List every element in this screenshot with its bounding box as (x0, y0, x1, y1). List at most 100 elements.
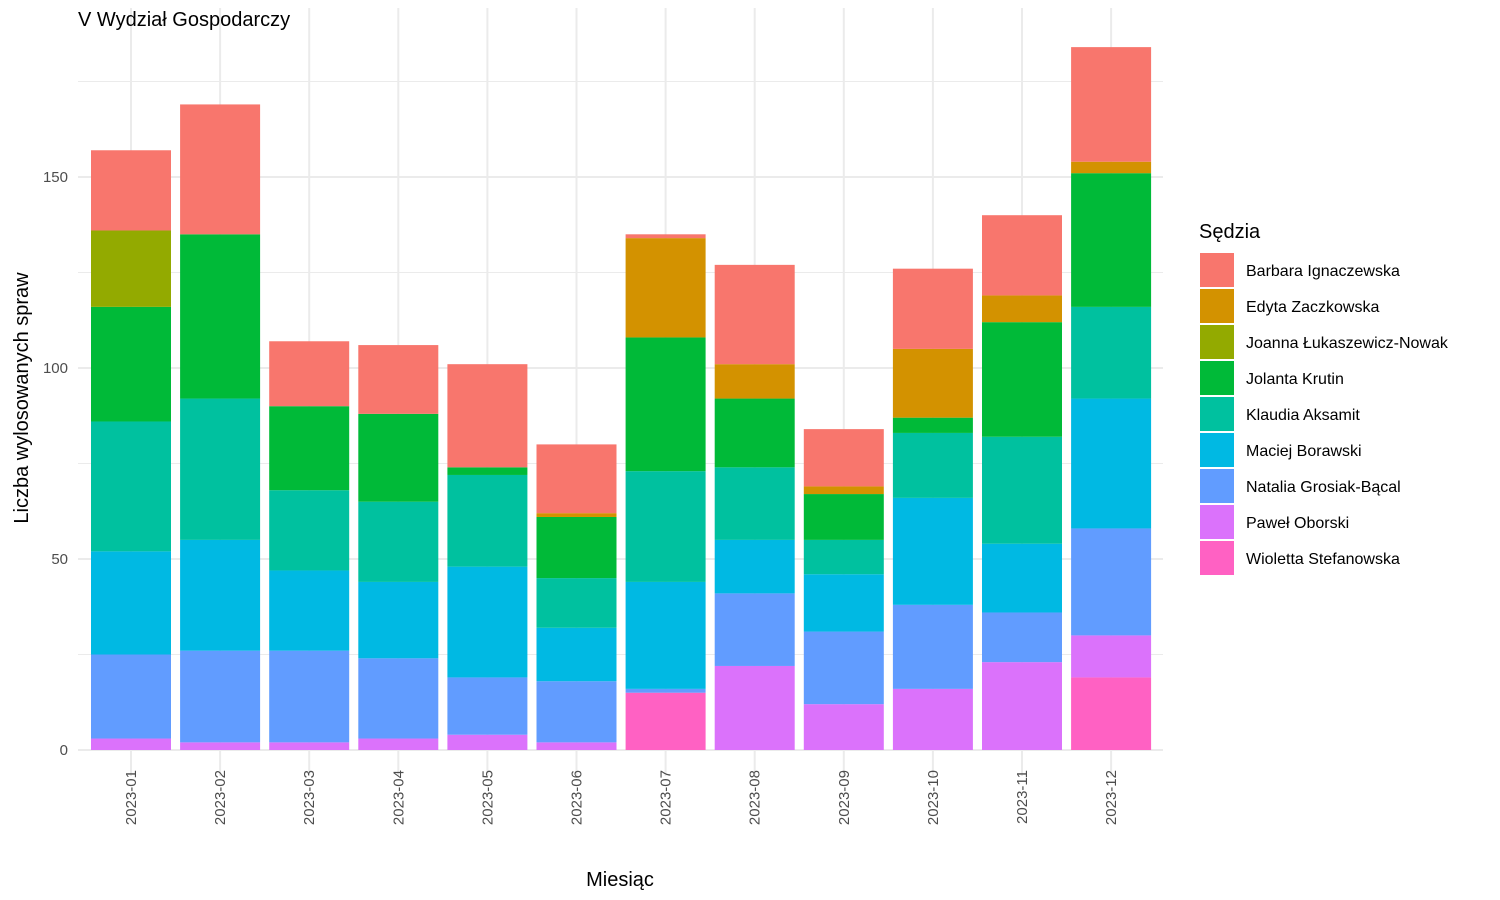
bar-segment-2023-06-barbara-ignaczewska (536, 444, 617, 514)
bar-segment-2023-08-edyta-zaczkowska (714, 364, 795, 399)
y-tick-label: 50 (51, 551, 68, 568)
bar-segment-2023-01-pawel-oborski (91, 738, 171, 750)
bar-segment-2023-07-edyta-zaczkowska (625, 238, 706, 338)
bar-segment-2023-11-natalia-grosiak-bacal (982, 612, 1062, 663)
legend-key-edyta-zaczkowska (1200, 289, 1234, 323)
x-tick-label: 2023-12 (1103, 770, 1120, 825)
bar-segment-2023-01-maciej-borawski (91, 551, 171, 655)
bar-segment-2023-03-maciej-borawski (269, 570, 350, 651)
bar-segment-2023-03-barbara-ignaczewska (269, 341, 350, 407)
bar-segment-2023-03-klaudia-aksamit (269, 490, 350, 571)
bar-segment-2023-12-natalia-grosiak-bacal (1071, 528, 1152, 636)
y-tick-label: 0 (60, 742, 68, 759)
bar-segment-2023-07-barbara-ignaczewska (625, 234, 706, 239)
x-axis-title: Miesiąc (586, 869, 654, 891)
legend-key-joanna-lukaszewicz-nowak (1200, 325, 1234, 359)
bar-segment-2023-01-joanna-lukaszewicz-nowak (91, 230, 171, 307)
bar-segment-2023-10-natalia-grosiak-bacal (892, 604, 973, 689)
bar-segment-2023-02-maciej-borawski (180, 539, 261, 651)
bar-segment-2023-07-jolanta-krutin (625, 337, 706, 472)
x-tick-label: 2023-11 (1014, 770, 1031, 824)
y-tick-label: 100 (43, 360, 68, 377)
bar-segment-2023-06-edyta-zaczkowska (536, 513, 617, 517)
bar-segment-2023-01-natalia-grosiak-bacal (91, 654, 171, 739)
x-tick-label: 2023-03 (301, 770, 318, 825)
bar-segment-2023-03-jolanta-krutin (269, 406, 350, 491)
bar-segment-2023-04-barbara-ignaczewska (358, 345, 439, 414)
bar-segment-2023-09-natalia-grosiak-bacal (803, 631, 884, 705)
bar-segment-2023-11-maciej-borawski (982, 543, 1062, 613)
bar-segment-2023-02-barbara-ignaczewska (180, 104, 261, 235)
bar-segment-2023-09-barbara-ignaczewska (803, 429, 884, 487)
bar-segment-2023-09-maciej-borawski (803, 574, 884, 632)
bar-segment-2023-09-pawel-oborski (803, 704, 884, 750)
bar-segment-2023-05-maciej-borawski (447, 566, 528, 678)
bar-segment-2023-12-pawel-oborski (1071, 635, 1152, 678)
bar-segment-2023-11-jolanta-krutin (982, 322, 1062, 437)
bar-segment-2023-12-barbara-ignaczewska (1071, 47, 1152, 162)
legend-key-maciej-borawski (1200, 433, 1234, 467)
bar-segment-2023-06-natalia-grosiak-bacal (536, 681, 617, 743)
x-tick-label: 2023-04 (390, 770, 407, 825)
bar-segment-2023-08-natalia-grosiak-bacal (714, 593, 795, 666)
bar-segment-2023-04-pawel-oborski (358, 738, 439, 750)
legend-label-barbara-ignaczewska: Barbara Ignaczewska (1246, 263, 1400, 280)
legend-label-joanna-lukaszewicz-nowak: Joanna Łukaszewicz-Nowak (1246, 335, 1449, 352)
bar-segment-2023-10-klaudia-aksamit (892, 432, 973, 498)
bar-segment-2023-10-edyta-zaczkowska (892, 348, 973, 418)
bar-segment-2023-01-barbara-ignaczewska (91, 150, 171, 231)
bar-segment-2023-03-pawel-oborski (269, 742, 350, 750)
bar-segment-2023-04-natalia-grosiak-bacal (358, 658, 439, 739)
bar-segment-2023-06-klaudia-aksamit (536, 578, 617, 628)
legend-label-jolanta-krutin: Jolanta Krutin (1246, 371, 1344, 388)
bar-segment-2023-05-natalia-grosiak-bacal (447, 677, 528, 735)
bars (91, 47, 1152, 750)
bar-segment-2023-11-pawel-oborski (982, 662, 1062, 750)
bar-segment-2023-04-klaudia-aksamit (358, 501, 439, 582)
legend-label-klaudia-aksamit: Klaudia Aksamit (1246, 407, 1360, 424)
bar-segment-2023-12-wioletta-stefanowska (1071, 677, 1152, 750)
chart-title: V Wydział Gospodarczy (78, 9, 290, 31)
legend-label-natalia-grosiak-bacal: Natalia Grosiak-Bącal (1246, 479, 1401, 496)
legend-key-barbara-ignaczewska (1200, 253, 1234, 287)
x-tick-label: 2023-08 (747, 770, 764, 825)
legend-key-klaudia-aksamit (1200, 397, 1234, 431)
x-tick-label: 2023-10 (925, 770, 942, 825)
bar-segment-2023-09-jolanta-krutin (803, 494, 884, 540)
bar-segment-2023-06-maciej-borawski (536, 627, 617, 682)
x-tick-label: 2023-09 (836, 770, 853, 825)
bar-segment-2023-12-jolanta-krutin (1071, 173, 1152, 307)
y-axis-title: Liczba wylosowanych spraw (11, 272, 33, 524)
bar-segment-2023-07-klaudia-aksamit (625, 471, 706, 582)
bar-segment-2023-10-maciej-borawski (892, 497, 973, 605)
legend-key-pawel-oborski (1200, 505, 1234, 539)
bar-segment-2023-04-jolanta-krutin (358, 413, 439, 502)
bar-segment-2023-08-barbara-ignaczewska (714, 264, 795, 365)
x-tick-label: 2023-06 (569, 770, 586, 825)
bar-segment-2023-10-pawel-oborski (892, 688, 973, 750)
legend-label-maciej-borawski: Maciej Borawski (1246, 443, 1362, 460)
bar-segment-2023-06-jolanta-krutin (536, 516, 617, 579)
bar-segment-2023-08-maciej-borawski (714, 539, 795, 594)
legend-key-jolanta-krutin (1200, 361, 1234, 395)
bar-segment-2023-07-natalia-grosiak-bacal (625, 688, 706, 693)
bar-segment-2023-07-wioletta-stefanowska (625, 692, 706, 750)
legend-label-wioletta-stefanowska: Wioletta Stefanowska (1246, 551, 1400, 568)
bar-segment-2023-10-barbara-ignaczewska (892, 268, 973, 349)
bar-segment-2023-08-pawel-oborski (714, 665, 795, 750)
bar-segment-2023-07-maciej-borawski (625, 581, 706, 689)
bar-segment-2023-02-pawel-oborski (180, 742, 261, 750)
legend-key-wioletta-stefanowska (1200, 541, 1234, 575)
bar-segment-2023-03-natalia-grosiak-bacal (269, 650, 350, 743)
bar-segment-2023-11-edyta-zaczkowska (982, 295, 1062, 323)
y-tick-label: 150 (43, 169, 68, 186)
bar-segment-2023-05-pawel-oborski (447, 734, 528, 750)
bar-segment-2023-04-maciej-borawski (358, 581, 439, 659)
bar-segment-2023-02-klaudia-aksamit (180, 398, 261, 540)
bar-segment-2023-08-jolanta-krutin (714, 398, 795, 468)
legend-label-edyta-zaczkowska: Edyta Zaczkowska (1246, 299, 1379, 316)
legend: Sędzia Barbara Ignaczewska Edyta Zaczkows… (1199, 221, 1449, 575)
bar-segment-2023-12-maciej-borawski (1071, 398, 1152, 529)
